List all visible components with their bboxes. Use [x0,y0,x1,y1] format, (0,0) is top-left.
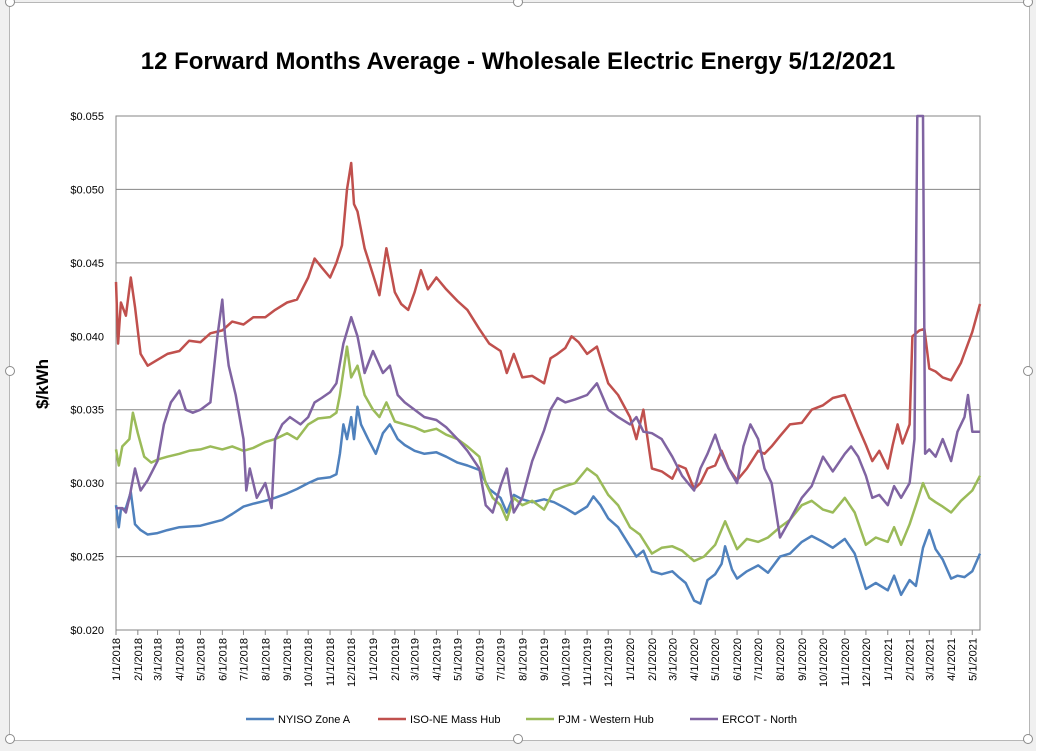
resize-handle-top-right[interactable] [1023,0,1033,7]
y-tick-label: $0.035 [70,405,104,417]
x-tick-label: 5/1/2020 [710,638,722,681]
y-tick-label: $0.020 [70,625,104,637]
legend: NYISO Zone A ISO-NE Mass Hub PJM - Western… [246,714,797,726]
x-tick-label: 11/1/2019 [582,638,594,686]
x-tick-label: 8/1/2018 [260,638,272,681]
x-tick-label: 8/1/2019 [517,638,529,681]
chart-title: 12 Forward Months Average - Wholesale El… [140,48,896,75]
x-tick-label: 9/1/2018 [282,638,294,681]
axes: $0.020 $0.025 $0.030 $0.035 $0.040 $0.045 $0.0… [70,111,979,687]
x-tick-label: 11/1/2018 [325,638,337,686]
x-tick-label: 9/1/2019 [539,638,551,681]
x-tick-label: 5/1/2021 [967,638,979,681]
resize-handle-middle-left[interactable] [5,366,15,376]
y-tick-label: $0.025 [70,552,104,564]
legend-label: ERCOT - North [722,714,797,726]
y-tick-label: $0.055 [70,111,104,123]
x-tick-label: 5/1/2018 [195,638,207,681]
x-tick-label: 12/1/2019 [603,638,615,687]
series-line-pjm-western-hub [114,345,982,563]
resize-handle-top-left[interactable] [5,0,15,7]
legend-label: PJM - Western Hub [558,714,654,726]
y-tick-label: $0.040 [70,331,104,343]
x-tick-label: 3/1/2018 [153,638,165,681]
x-tick-label: 4/1/2019 [431,638,443,681]
resize-handle-top-center[interactable] [513,0,523,7]
legend-label: ISO-NE Mass Hub [410,714,500,726]
x-tick-label: 4/1/2018 [174,638,186,681]
x-tick-label: 1/1/2019 [368,638,380,681]
resize-handle-bottom-left[interactable] [5,734,15,744]
x-tick-label: 4/1/2020 [689,638,701,681]
x-tick-label: 8/1/2020 [775,638,787,681]
resize-handle-bottom-right[interactable] [1023,734,1033,744]
y-tick-label: $0.050 [70,184,104,196]
x-tick-label: 7/1/2020 [753,638,765,681]
x-tick-label: 1/1/2020 [625,638,637,681]
resize-handle-middle-right[interactable] [1023,366,1033,376]
x-tick-label: 3/1/2020 [667,638,679,681]
x-tick-label: 5/1/2019 [453,638,465,681]
x-tick-label: 2/1/2021 [905,638,917,681]
x-tick-label: 10/1/2019 [560,638,572,687]
x-tick-label: 2/1/2020 [647,638,659,681]
x-tick-label: 12/1/2018 [346,638,358,687]
series-lines [114,114,982,605]
x-tick-label: 3/1/2019 [410,638,422,681]
x-tick-label: 7/1/2019 [495,638,507,681]
resize-handle-bottom-center[interactable] [513,734,523,744]
y-tick-label: $0.045 [70,258,104,270]
x-tick-label: 4/1/2021 [946,638,958,681]
x-tick-label: 1/1/2018 [111,638,123,681]
x-tick-label: 10/1/2018 [303,638,315,687]
x-tick-label: 12/1/2020 [861,638,873,687]
x-tick-label: 9/1/2020 [797,638,809,681]
x-tick-label: 6/1/2018 [217,638,229,681]
x-tick-label: 1/1/2021 [883,638,895,681]
window-edge [1036,0,1063,751]
x-tick-label: 3/1/2021 [924,638,936,681]
y-tick-label: $0.030 [70,478,104,490]
y-axis-label: $/kWh [33,359,52,409]
legend-label: NYISO Zone A [278,714,351,726]
x-tick-label: 11/1/2020 [840,638,852,686]
x-tick-label: 6/1/2020 [732,638,744,681]
series-line-iso-ne-mass-hub [114,161,982,491]
x-tick-label: 7/1/2018 [238,638,250,681]
x-tick-label: 2/1/2018 [133,638,145,681]
x-tick-label: 2/1/2019 [390,638,402,681]
x-tick-label: 10/1/2020 [818,638,830,687]
series-line-ercot-north [116,114,980,539]
x-tick-label: 6/1/2019 [474,638,486,681]
